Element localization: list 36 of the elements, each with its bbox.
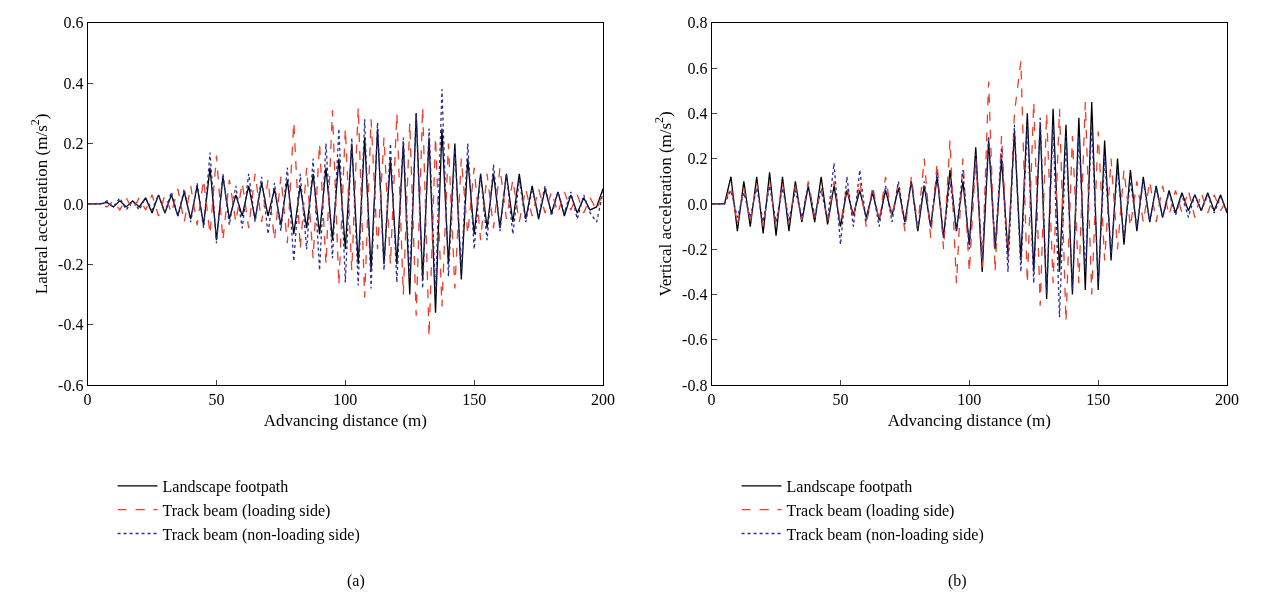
y-tick-label: 0.0 [63,195,84,213]
x-tick-label: 50 [208,391,225,409]
y-tick-label: -0.8 [682,376,708,394]
y-tick-label: 0.4 [687,104,708,122]
legend-label: Landscape footpath [786,478,913,497]
x-axis-title: Advancing distance (m) [887,410,1051,430]
y-tick-label: -0.4 [682,286,708,304]
x-tick-label: 100 [957,391,982,409]
y-tick-label: 0.2 [63,135,84,153]
y-tick-label: 0.6 [63,14,84,32]
legend-label: Landscape footpath [162,478,289,497]
y-tick-label: 0.2 [687,150,708,168]
y-tick-label: -0.6 [682,331,708,349]
legend-label: Track beam (loading side) [786,501,955,520]
legend-label: Track beam (non-loading side) [162,525,360,544]
y-tick-label: -0.2 [58,255,84,273]
x-tick-label: 0 [707,391,716,409]
x-tick-label: 150 [462,391,487,409]
x-tick-label: 200 [591,391,616,409]
legend-label: Track beam (loading side) [162,501,331,520]
x-axis-title: Advancing distance (m) [263,410,427,430]
y-tick-label: 0.8 [687,14,708,32]
x-tick-label: 0 [83,391,92,409]
legend-label: Track beam (non-loading side) [786,525,984,544]
x-tick-label: 200 [1215,391,1240,409]
text: (a) [347,572,365,590]
y-tick-label: -0.2 [682,240,708,258]
x-tick-label: 150 [1086,391,1111,409]
y-tick-label: 0.0 [687,195,708,213]
y-tick-label: 0.4 [63,74,84,92]
y-tick-label: -0.4 [58,316,84,334]
y-tick-label: 0.6 [687,59,708,77]
x-tick-label: 50 [832,391,849,409]
x-tick-label: 100 [333,391,358,409]
text: (b) [948,572,967,590]
y-tick-label: -0.6 [58,376,84,394]
